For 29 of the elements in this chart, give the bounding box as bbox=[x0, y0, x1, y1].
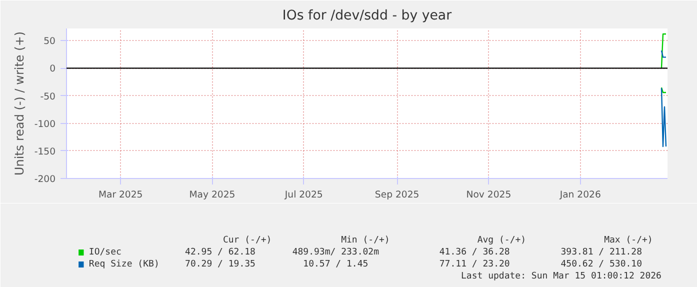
text: Last update: Sun Mar 15 01:00:12 2026 bbox=[460, 272, 662, 282]
text: 489.93m/ 233.02m bbox=[292, 248, 380, 258]
legend-label: IO/sec bbox=[88, 248, 122, 258]
text: 42.95 / 62.18 bbox=[185, 248, 256, 258]
chart-title: IOs for /dev/sdd - by year bbox=[282, 8, 452, 24]
legend-label: Req Size (KB) bbox=[88, 260, 160, 270]
x-tick-label: May 2025 bbox=[189, 190, 236, 200]
text: 450.62 / 530.10 bbox=[560, 260, 642, 270]
x-tick-label: Jul 2025 bbox=[284, 190, 323, 200]
y-tick-label: -150 bbox=[34, 146, 56, 158]
text: Cur (-/+) bbox=[222, 236, 272, 246]
text: Min (-/+) bbox=[341, 236, 390, 246]
x-tick-label: Nov 2025 bbox=[466, 190, 512, 200]
x-tick-label: Jan 2026 bbox=[558, 190, 601, 200]
text: Max (-/+) bbox=[604, 236, 653, 246]
y-tick-label: -100 bbox=[34, 118, 56, 130]
x-tick-label: Sep 2025 bbox=[374, 190, 420, 200]
text: Avg (-/+) bbox=[477, 236, 526, 246]
x-tick-label: Mar 2025 bbox=[98, 190, 143, 200]
text: 77.11 / 23.20 bbox=[439, 260, 510, 270]
y-tick-label: 0 bbox=[50, 64, 56, 75]
text: 70.29 / 19.35 bbox=[185, 260, 256, 270]
y-tick-label: 50 bbox=[44, 36, 56, 48]
y-tick-label: -50 bbox=[40, 91, 56, 102]
text: 393.81 / 211.28 bbox=[560, 248, 642, 258]
y-tick-label: -200 bbox=[34, 174, 56, 185]
text: 41.36 / 36.28 bbox=[439, 248, 510, 258]
text: 10.57 / 1.45 bbox=[303, 260, 368, 270]
y-axis-title: Units read (-) / write (+) bbox=[12, 31, 26, 176]
